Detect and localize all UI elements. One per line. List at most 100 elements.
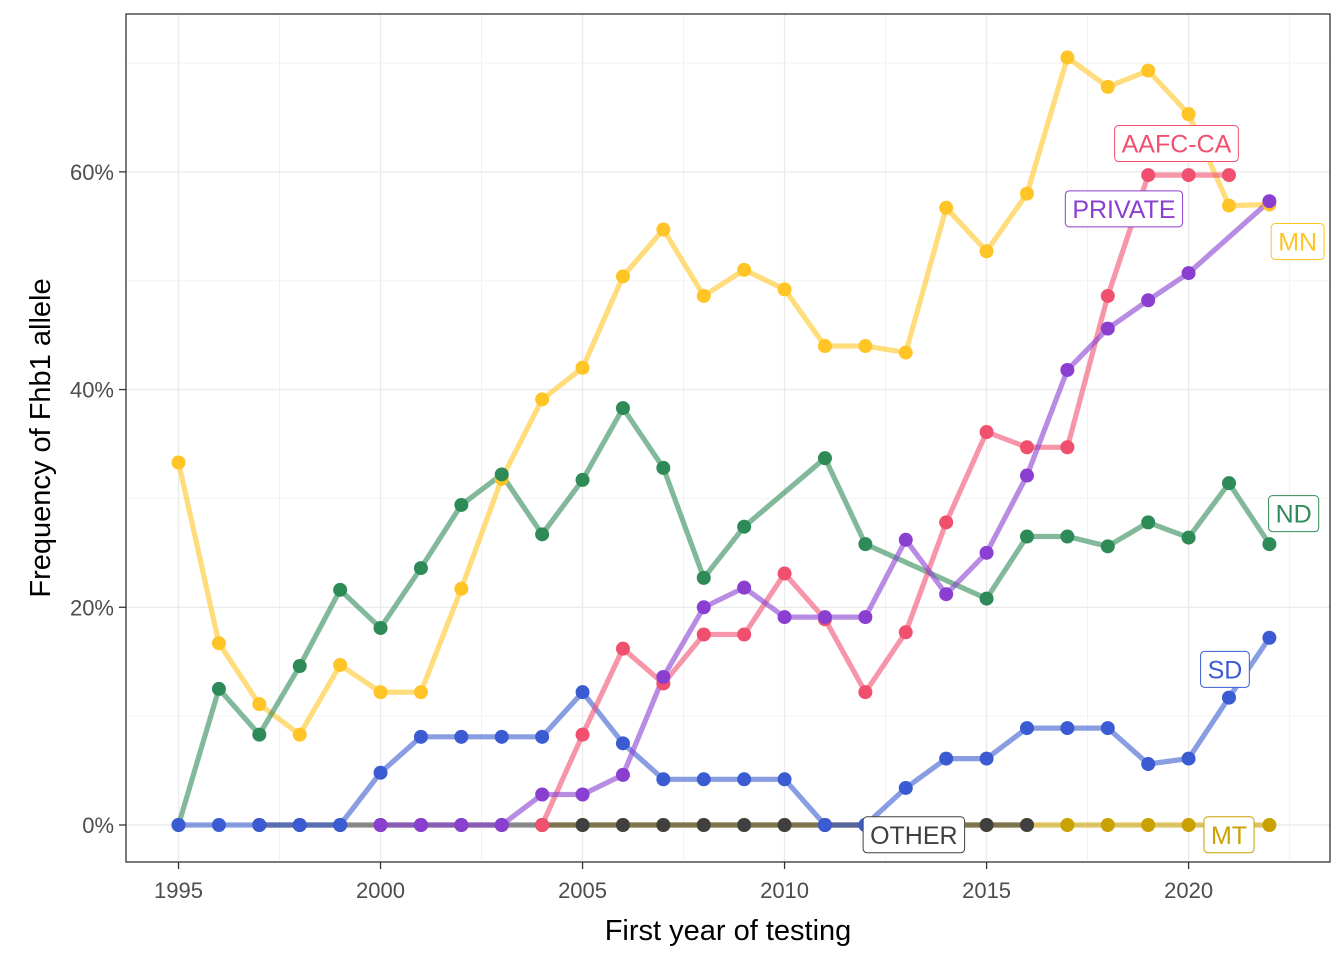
series-label-sd: SD	[1200, 650, 1250, 688]
axes: 1995 2000 2005 2010 2015 2020 0% 20% 40% 60%	[70, 160, 1213, 903]
data-point-sd	[333, 817, 348, 832]
data-point-mn	[575, 360, 590, 375]
data-point-mn	[817, 339, 832, 354]
data-point-private	[373, 817, 388, 832]
x-tick-label: 2000	[356, 878, 405, 903]
series-label-text-other: OTHER	[870, 822, 958, 850]
data-point-private	[1060, 362, 1075, 377]
x-axis-title: First year of testing	[605, 915, 852, 947]
data-point-mt	[1141, 817, 1156, 832]
data-point-mt	[1100, 817, 1115, 832]
data-point-nd	[656, 460, 671, 475]
data-point-sd	[696, 772, 711, 787]
data-point-nd	[1262, 537, 1277, 552]
series-label-mt: MT	[1203, 816, 1255, 854]
data-point-sd	[615, 736, 630, 751]
data-point-aafc-ca	[1221, 168, 1236, 183]
data-point-mn	[615, 269, 630, 284]
data-point-nd	[333, 582, 348, 597]
x-tick-label: 2015	[962, 878, 1011, 903]
series-points	[171, 50, 1277, 832]
data-point-sd	[373, 765, 388, 780]
data-point-nd	[615, 401, 630, 416]
data-point-mn	[777, 282, 792, 297]
data-point-nd	[252, 727, 267, 742]
data-point-sd	[171, 817, 186, 832]
data-point-other	[656, 817, 671, 832]
series-label-text-nd: ND	[1276, 501, 1312, 529]
plot-panel-border	[125, 13, 1331, 863]
data-point-sd	[1100, 721, 1115, 736]
data-point-sd	[494, 729, 509, 744]
y-tick-label: 40%	[70, 378, 114, 403]
data-point-aafc-ca	[615, 641, 630, 656]
x-tick-label: 2010	[760, 878, 809, 903]
data-point-mn	[333, 657, 348, 672]
data-point-nd	[1141, 515, 1156, 530]
data-point-mn	[1141, 63, 1156, 78]
data-point-private	[737, 580, 752, 595]
data-point-other	[737, 817, 752, 832]
data-point-sd	[656, 772, 671, 787]
data-point-aafc-ca	[1181, 168, 1196, 183]
data-point-nd	[1181, 530, 1196, 545]
data-point-sd	[1262, 630, 1277, 645]
data-point-private	[777, 610, 792, 625]
series-label-private: PRIVATE	[1064, 190, 1184, 228]
data-point-sd	[413, 729, 428, 744]
data-point-aafc-ca	[858, 685, 873, 700]
x-tick-label: 2020	[1164, 878, 1213, 903]
data-point-sd	[1141, 757, 1156, 772]
series-label-text-private: PRIVATE	[1072, 196, 1175, 224]
data-point-sd	[292, 817, 307, 832]
data-point-private	[575, 787, 590, 802]
data-point-sd	[737, 772, 752, 787]
data-point-aafc-ca	[535, 817, 550, 832]
data-point-mn	[737, 262, 752, 277]
data-point-mn	[535, 392, 550, 407]
series-label-box-private	[1064, 190, 1184, 228]
data-point-sd	[575, 685, 590, 700]
series-label-box-aafc-ca	[1114, 125, 1239, 163]
series-label-box-other	[862, 816, 966, 854]
data-point-private	[979, 545, 994, 560]
data-point-mn	[413, 685, 428, 700]
data-point-sd	[979, 751, 994, 766]
data-point-mn	[1019, 186, 1034, 201]
data-point-other	[777, 817, 792, 832]
data-point-private	[454, 817, 469, 832]
data-point-nd	[373, 620, 388, 635]
data-point-mn	[252, 697, 267, 712]
data-point-sd	[1019, 721, 1034, 736]
data-point-mn	[979, 244, 994, 259]
series-label-aafc-ca: AAFC-CA	[1114, 125, 1239, 163]
data-point-private	[1141, 293, 1156, 308]
data-point-sd	[939, 751, 954, 766]
series-label-text-mt: MT	[1211, 822, 1247, 850]
data-point-aafc-ca	[575, 727, 590, 742]
data-point-aafc-ca	[898, 625, 913, 640]
data-point-mn	[696, 288, 711, 303]
data-point-mn	[898, 345, 913, 360]
series-label-text-mn: MN	[1278, 229, 1317, 257]
series-line-sd	[178, 636, 1272, 828]
series-line-mn	[175, 54, 1270, 738]
data-point-private	[939, 587, 954, 602]
data-point-private	[1100, 321, 1115, 336]
data-point-sd	[535, 729, 550, 744]
data-point-sd	[211, 817, 226, 832]
data-point-mn	[1221, 198, 1236, 213]
data-point-aafc-ca	[1019, 440, 1034, 455]
data-point-nd	[1221, 476, 1236, 491]
data-point-nd	[292, 659, 307, 674]
series-label-box-sd	[1200, 650, 1250, 688]
data-point-mn	[656, 222, 671, 237]
data-point-sd	[777, 772, 792, 787]
data-point-other	[575, 817, 590, 832]
data-point-private	[696, 600, 711, 615]
data-point-private	[1019, 468, 1034, 483]
data-point-nd	[737, 519, 752, 534]
data-point-mn	[373, 685, 388, 700]
data-point-aafc-ca	[979, 425, 994, 440]
